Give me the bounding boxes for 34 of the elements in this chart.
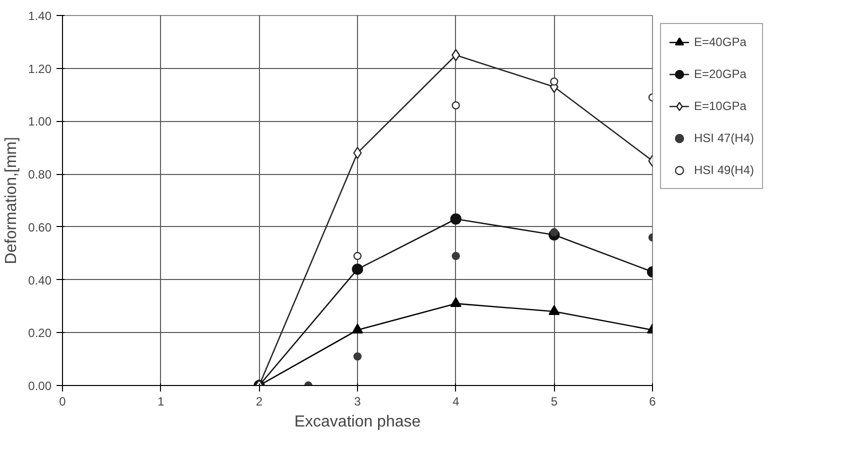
- y-tick-label: 1.20: [28, 62, 52, 76]
- y-tick-label: 0.40: [28, 273, 52, 288]
- legend-label: HSI 49(H4): [694, 163, 754, 177]
- x-tick-label: 6: [649, 394, 656, 408]
- x-tick-label: 2: [256, 394, 263, 408]
- x-tick-label: 0: [59, 394, 66, 408]
- point: [452, 49, 460, 62]
- y-tick-label: 1.00: [28, 114, 52, 129]
- y-tick-label: 0.20: [28, 326, 52, 340]
- point: [550, 77, 558, 86]
- x-tick-label: 1: [157, 394, 164, 408]
- legend-label: E=20GPa: [694, 67, 746, 81]
- x-tick-label: 4: [452, 394, 460, 408]
- legend-label: E=10GPa: [694, 99, 746, 113]
- y-tick-label: 0.60: [28, 220, 52, 234]
- point: [450, 297, 462, 308]
- point: [353, 252, 362, 260]
- x-tick-label: 5: [550, 394, 558, 408]
- y-tick-label: 0.00: [28, 379, 52, 393]
- point: [452, 101, 460, 110]
- y-tick-label: 1.40: [28, 9, 52, 23]
- x-axis-title: Excavation phase: [294, 414, 421, 430]
- y-axis-title: Deformation,[mm]: [3, 136, 20, 264]
- point: [352, 264, 364, 275]
- point: [450, 213, 462, 225]
- point: [353, 352, 362, 361]
- legend-label: HSI 47(H4): [694, 131, 754, 145]
- point: [548, 305, 560, 315]
- x-tick-label: 3: [354, 394, 362, 408]
- y-tick-label: 0.80: [28, 168, 52, 182]
- point: [550, 228, 558, 236]
- legend-label: E=40GPa: [694, 35, 746, 49]
- point: [352, 324, 364, 334]
- point: [452, 252, 460, 260]
